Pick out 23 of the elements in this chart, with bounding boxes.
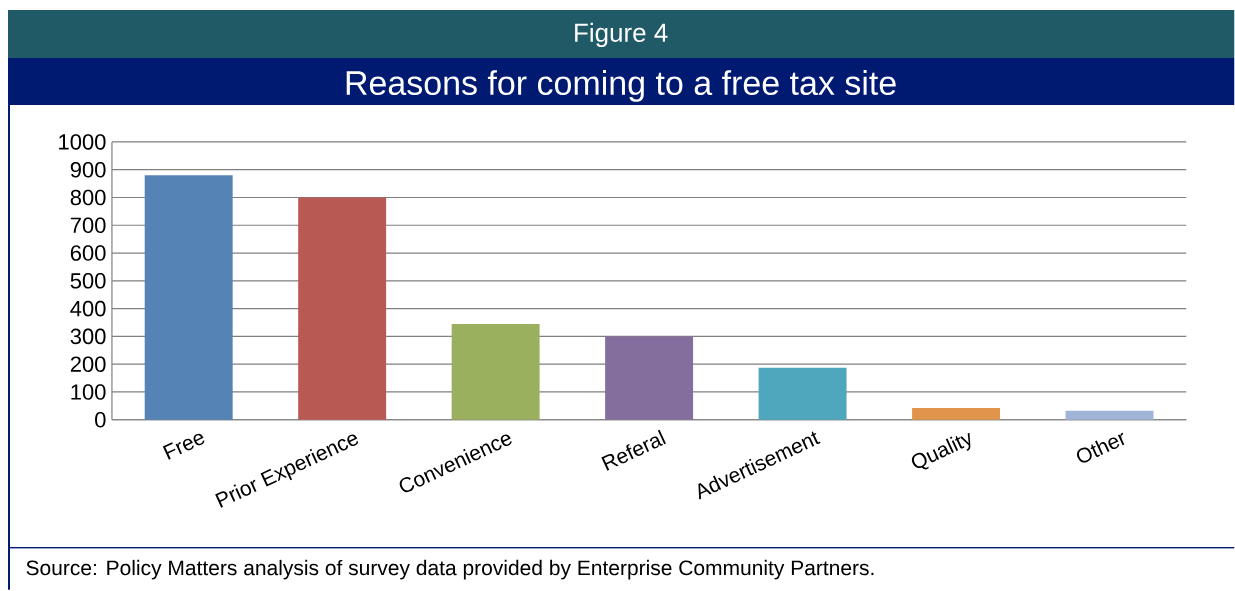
y-tick-label: 500 [70,273,106,289]
y-tick-label: 0 [95,412,106,428]
bar [298,197,387,420]
bar [451,324,540,420]
source-note: Source: Policy Matters analysis of survey data provided by Enterprise Community Partners. [26,560,874,580]
y-tick-label: 900 [70,162,106,178]
caption: Figure 4 [575,23,668,48]
y-tick-label: 1000 [59,134,106,150]
bar [758,367,847,420]
y-tick-label: 600 [70,245,106,262]
bar [1065,411,1154,420]
y-tick-label: 300 [70,328,106,345]
y-tick-label: 100 [71,384,106,400]
x-tick-label: Free [162,433,205,460]
y-tick-label: 400 [70,301,106,317]
y-tick-label: 200 [70,356,106,373]
chart-title: Reasons for coming to a free tax site [346,70,896,102]
y-tick-label: 700 [70,217,106,234]
bar [912,408,1001,420]
bar [144,175,233,420]
y-tick-label: 800 [70,189,106,206]
x-tick-label: Other [1077,433,1125,463]
bar [605,336,694,420]
